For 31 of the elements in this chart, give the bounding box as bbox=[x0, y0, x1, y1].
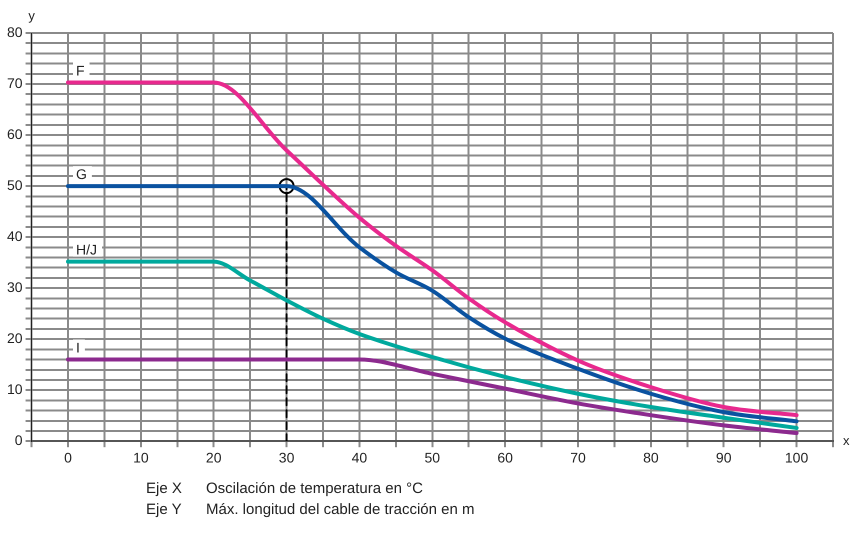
series-label: G bbox=[76, 166, 87, 182]
text: Eje Y Máx. longitud del cable de tracción en m bbox=[146, 501, 474, 518]
y-tick-label: 10 bbox=[6, 381, 23, 398]
y-tick-label: 50 bbox=[6, 176, 23, 193]
x-tick-label: 90 bbox=[716, 449, 732, 466]
y-tick-label: 80 bbox=[6, 24, 23, 40]
x-tick-label: 30 bbox=[278, 449, 295, 466]
line-series bbox=[66, 260, 799, 430]
x-tick-label: 50 bbox=[424, 449, 440, 466]
x-tick-label: 20 bbox=[206, 449, 222, 466]
y-axis-title: y bbox=[28, 8, 36, 24]
x-tick-label: 60 bbox=[497, 449, 514, 466]
y-tick-label: 60 bbox=[6, 126, 23, 142]
x-tick-label: 40 bbox=[352, 449, 368, 466]
series-label: I bbox=[76, 339, 80, 356]
x-axis-title: x bbox=[843, 432, 850, 448]
line-series bbox=[66, 358, 799, 436]
y-tick-label: 40 bbox=[6, 228, 23, 244]
x-tick-label: 80 bbox=[643, 449, 659, 466]
line-series bbox=[66, 80, 799, 418]
y-tick-label: 30 bbox=[6, 278, 23, 295]
y-tick-label: 0 bbox=[14, 432, 23, 448]
x-tick-label: 10 bbox=[133, 449, 149, 466]
y-tick-label: 70 bbox=[6, 74, 23, 91]
series-label: F bbox=[76, 62, 85, 78]
x-tick-label: 100 bbox=[784, 449, 808, 466]
series-label: H/J bbox=[76, 241, 97, 258]
x-tick-label: 0 bbox=[64, 449, 72, 466]
y-tick-label: 20 bbox=[6, 330, 23, 346]
x-tick-label: 70 bbox=[570, 449, 586, 466]
text: Eje X Oscilación de temperatura en °C bbox=[146, 480, 423, 497]
